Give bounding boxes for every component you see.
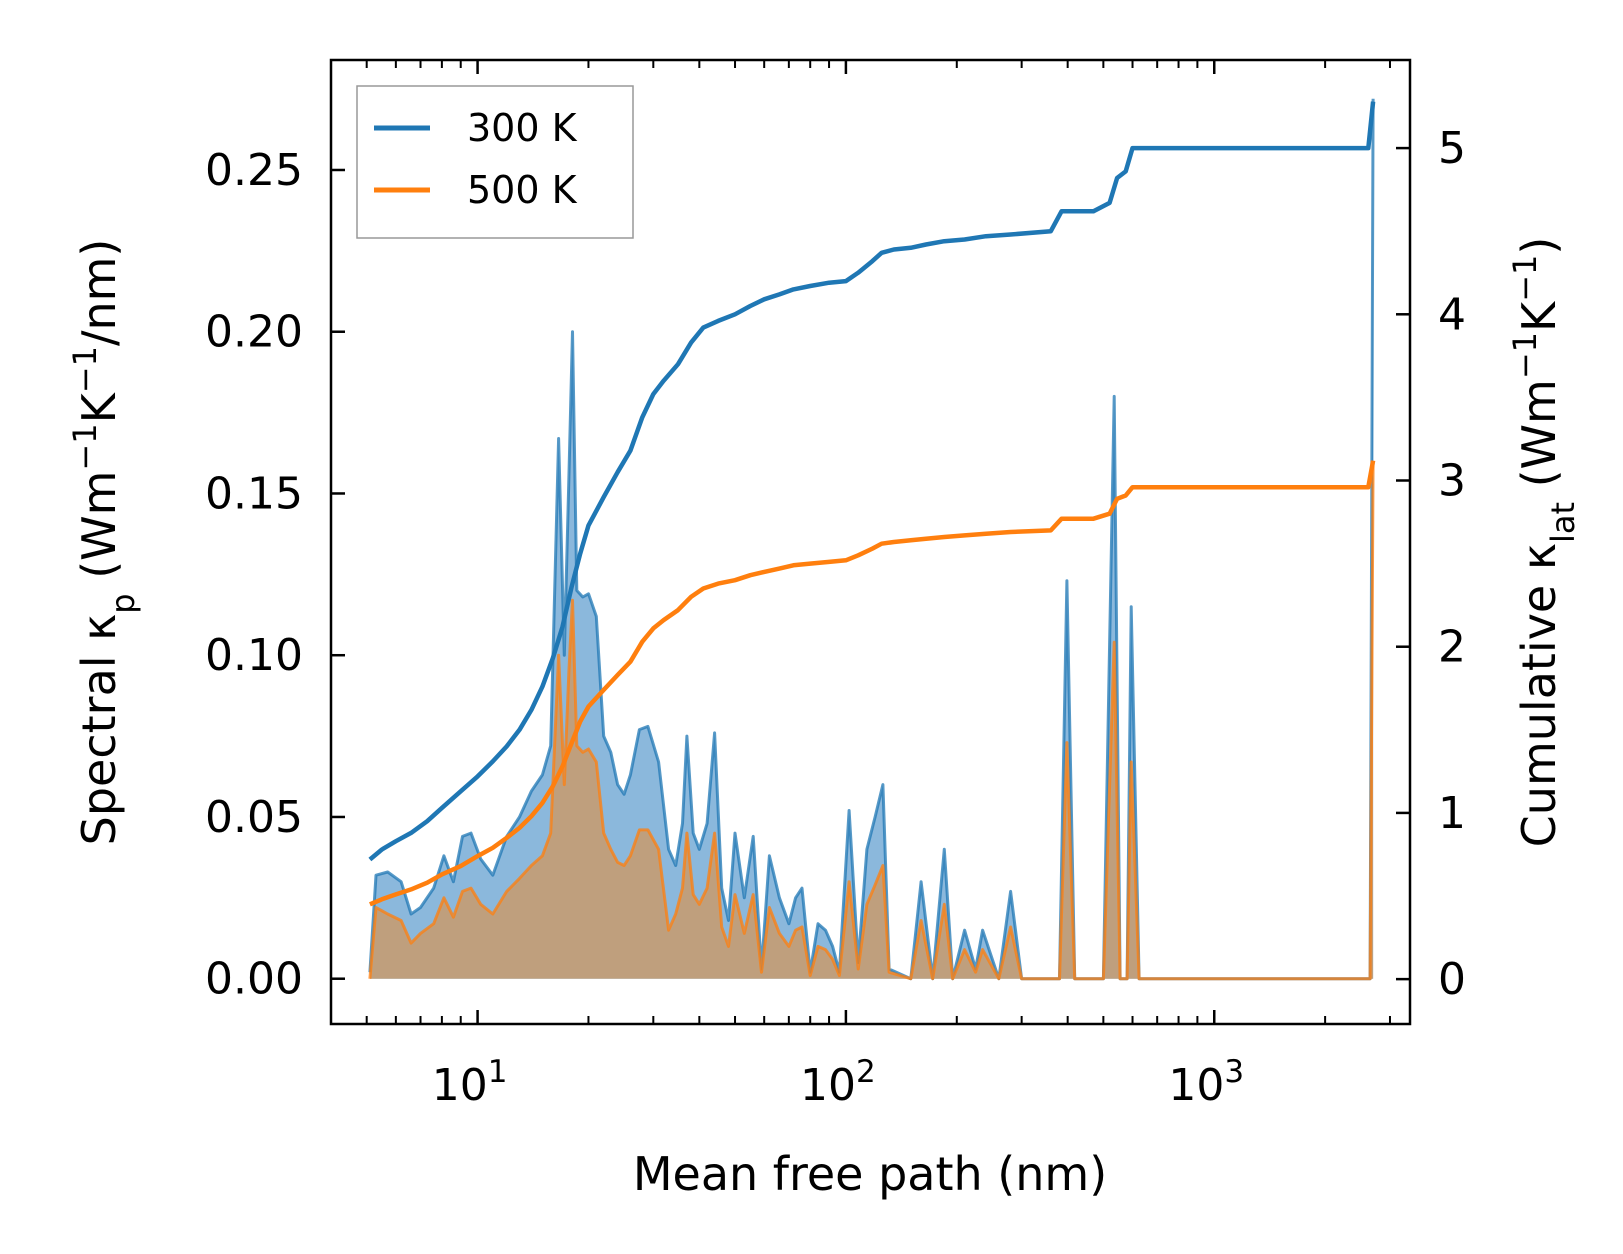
spectral-fills <box>368 98 1375 981</box>
y-left-tick-label: 0.15 <box>205 468 303 519</box>
x-axis-title: Mean free path (nm) <box>633 1147 1107 1201</box>
legend-label-300k: 300 K <box>467 106 578 150</box>
x-tick-label: 101 <box>432 1054 508 1111</box>
axis-ticks: 101 102 103 0.00 0.05 0.10 0.15 0.20 0.25 0 1 2 3 4 5 <box>205 60 1466 1111</box>
y-left-tick-label: 0.00 <box>205 954 303 1005</box>
left-axis-title: Spectral κp (Wm−1K−1/nm) <box>66 239 142 846</box>
y-right-tick-label: 5 <box>1438 123 1466 174</box>
y-left-tick-label: 0.05 <box>205 792 303 843</box>
series-lines <box>368 101 1376 907</box>
legend-label-500k: 500 K <box>467 168 578 212</box>
y-right-tick-label: 0 <box>1438 954 1466 1005</box>
y-left-tick-label: 0.25 <box>205 145 303 196</box>
x-tick-label: 102 <box>800 1054 876 1111</box>
y-right-tick-label: 3 <box>1438 456 1466 507</box>
y-right-tick-label: 2 <box>1438 622 1466 673</box>
right-axis-title: Cumulative κlat (Wm−1K−1) <box>1506 237 1582 848</box>
x-tick-label: 103 <box>1168 1054 1244 1111</box>
legend-box <box>356 85 634 239</box>
spectral-outline-300k <box>368 98 1375 981</box>
cumulative-line-500k <box>369 460 1376 907</box>
plot-frame <box>329 58 1412 1026</box>
y-right-tick-label: 4 <box>1438 289 1466 340</box>
legend: 300 K 500 K <box>356 85 634 239</box>
y-right-tick-label: 1 <box>1438 788 1466 839</box>
spectral-area-500k <box>369 461 1374 979</box>
cumulative-line-300k <box>368 101 1376 862</box>
spectral-outline-500k <box>368 461 1375 981</box>
y-left-tick-label: 0.20 <box>205 307 303 358</box>
y-left-tick-label: 0.10 <box>205 630 303 681</box>
